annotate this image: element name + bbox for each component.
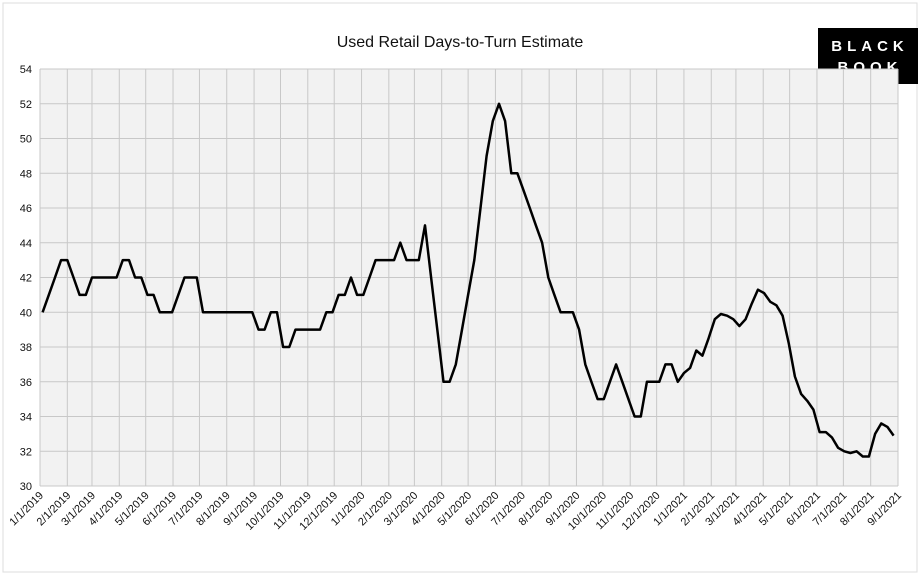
y-tick-label: 34 [20,412,32,424]
y-tick-label: 52 [20,99,32,111]
y-tick-label: 36 [20,377,32,389]
y-tick-label: 46 [20,203,32,215]
y-tick-label: 30 [20,481,32,493]
logo-text: BLACK [831,38,909,55]
y-tick-label: 32 [20,446,32,458]
y-tick-label: 50 [20,134,32,146]
y-tick-label: 54 [20,64,32,76]
y-tick-label: 40 [20,307,32,319]
line [41,102,895,458]
y-tick-label: 48 [20,168,32,180]
y-tick-label: 38 [20,342,32,354]
y-tick-label: 44 [20,238,32,250]
y-tick-label: 42 [20,273,32,285]
chart-title: Used Retail Days-to-Turn Estimate [337,34,584,51]
